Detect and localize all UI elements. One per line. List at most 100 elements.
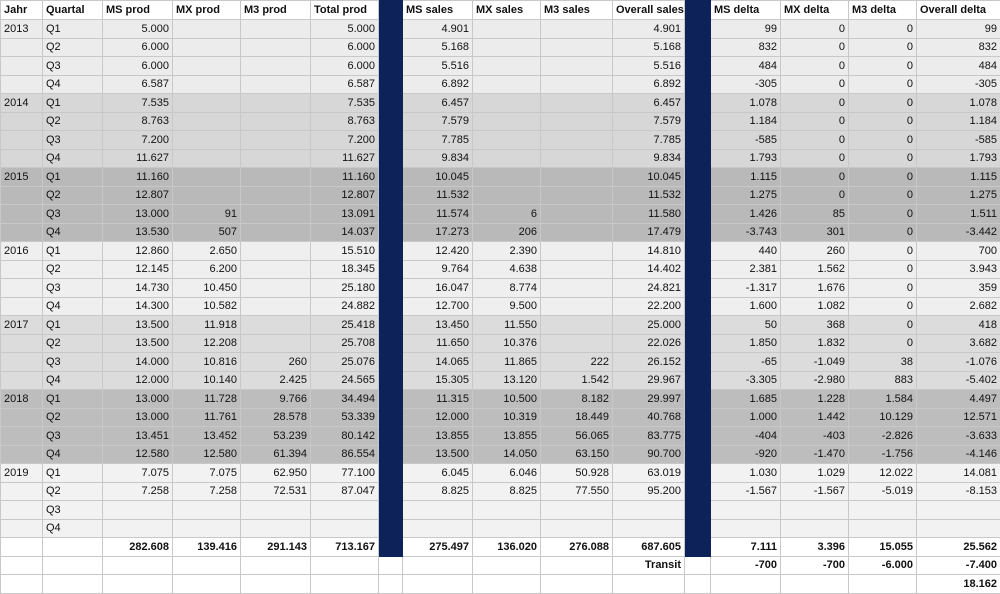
value-cell[interactable] [241,501,311,520]
value-cell[interactable]: 53.339 [311,408,379,427]
value-cell[interactable] [241,260,311,279]
quarter-cell[interactable]: Q1 [43,316,103,335]
empty-cell[interactable] [403,556,473,575]
year-cell[interactable] [1,371,43,390]
quarter-cell[interactable]: Q4 [43,371,103,390]
value-cell[interactable] [241,38,311,57]
column-header[interactable]: Overall delta [917,1,1000,20]
value-cell[interactable] [173,186,241,205]
value-cell[interactable] [311,519,379,538]
value-cell[interactable]: 0 [781,75,849,94]
value-cell[interactable]: 53.239 [241,427,311,446]
value-cell[interactable]: 1.029 [781,464,849,483]
value-cell[interactable]: 1.275 [711,186,781,205]
value-cell[interactable]: -1.076 [917,353,1000,372]
value-cell[interactable]: 260 [241,353,311,372]
value-cell[interactable]: 10.582 [173,297,241,316]
year-cell[interactable] [1,75,43,94]
value-cell[interactable]: 3.943 [917,260,1000,279]
value-cell[interactable]: 6.457 [403,94,473,113]
empty-cell[interactable] [473,575,541,594]
value-cell[interactable]: 12.807 [103,186,173,205]
total-cell[interactable]: 291.143 [241,538,311,557]
value-cell[interactable]: 11.650 [403,334,473,353]
value-cell[interactable]: -3.442 [917,223,1000,242]
total-cell[interactable]: 136.020 [473,538,541,557]
value-cell[interactable] [241,186,311,205]
value-cell[interactable]: 0 [781,20,849,39]
value-cell[interactable]: -3.743 [711,223,781,242]
quarter-cell[interactable]: Q2 [43,482,103,501]
value-cell[interactable]: 14.065 [403,353,473,372]
value-cell[interactable] [173,75,241,94]
value-cell[interactable] [173,38,241,57]
value-cell[interactable]: -4.146 [917,445,1000,464]
value-cell[interactable]: 3.682 [917,334,1000,353]
value-cell[interactable]: -1.049 [781,353,849,372]
value-cell[interactable]: 61.394 [241,445,311,464]
value-cell[interactable]: 5.000 [103,20,173,39]
transit-cell[interactable]: -6.000 [849,556,917,575]
quarter-cell[interactable]: Q1 [43,464,103,483]
value-cell[interactable]: 1.078 [711,94,781,113]
value-cell[interactable]: 0 [781,38,849,57]
value-cell[interactable]: 24.882 [311,297,379,316]
value-cell[interactable]: 13.500 [103,334,173,353]
value-cell[interactable]: 6.000 [103,57,173,76]
value-cell[interactable]: 34.494 [311,390,379,409]
year-cell[interactable] [1,445,43,464]
value-cell[interactable]: 1.793 [917,149,1000,168]
year-cell[interactable] [1,223,43,242]
value-cell[interactable]: 6.000 [311,57,379,76]
value-cell[interactable]: 11.627 [311,149,379,168]
value-cell[interactable]: 418 [917,316,1000,335]
transit-cell[interactable]: -700 [781,556,849,575]
value-cell[interactable] [473,94,541,113]
value-cell[interactable]: 440 [711,242,781,261]
value-cell[interactable] [173,501,241,520]
total-cell[interactable]: 7.111 [711,538,781,557]
year-cell[interactable]: 2016 [1,242,43,261]
quarter-cell[interactable]: Q2 [43,112,103,131]
empty-cell[interactable] [849,575,917,594]
quarter-cell[interactable]: Q4 [43,149,103,168]
total-cell[interactable]: 276.088 [541,538,613,557]
value-cell[interactable]: 22.026 [613,334,685,353]
value-cell[interactable]: 1.275 [917,186,1000,205]
year-cell[interactable] [1,427,43,446]
value-cell[interactable]: 0 [781,57,849,76]
value-cell[interactable]: 14.037 [311,223,379,242]
value-cell[interactable]: 17.273 [403,223,473,242]
quarter-cell[interactable]: Q2 [43,408,103,427]
column-header[interactable]: MX delta [781,1,849,20]
value-cell[interactable]: 0 [849,316,917,335]
value-cell[interactable] [473,112,541,131]
quarter-cell[interactable]: Q3 [43,427,103,446]
value-cell[interactable]: 832 [711,38,781,57]
value-cell[interactable]: 11.160 [103,168,173,187]
value-cell[interactable] [241,334,311,353]
value-cell[interactable]: 4.901 [403,20,473,39]
value-cell[interactable]: 12.145 [103,260,173,279]
value-cell[interactable]: 7.579 [403,112,473,131]
value-cell[interactable]: 29.967 [613,371,685,390]
value-cell[interactable] [613,519,685,538]
year-cell[interactable] [1,149,43,168]
value-cell[interactable]: 4.638 [473,260,541,279]
empty-cell[interactable] [541,575,613,594]
value-cell[interactable]: 10.816 [173,353,241,372]
value-cell[interactable]: 0 [781,149,849,168]
value-cell[interactable]: 6.000 [311,38,379,57]
value-cell[interactable] [473,38,541,57]
value-cell[interactable]: 90.700 [613,445,685,464]
quarter-cell[interactable]: Q1 [43,20,103,39]
value-cell[interactable]: 7.535 [311,94,379,113]
value-cell[interactable]: 77.100 [311,464,379,483]
value-cell[interactable]: 700 [917,242,1000,261]
value-cell[interactable]: -3.633 [917,427,1000,446]
value-cell[interactable]: 13.452 [173,427,241,446]
value-cell[interactable]: 25.418 [311,316,379,335]
value-cell[interactable]: 5.516 [613,57,685,76]
value-cell[interactable]: 4.901 [613,20,685,39]
value-cell[interactable]: 25.000 [613,316,685,335]
